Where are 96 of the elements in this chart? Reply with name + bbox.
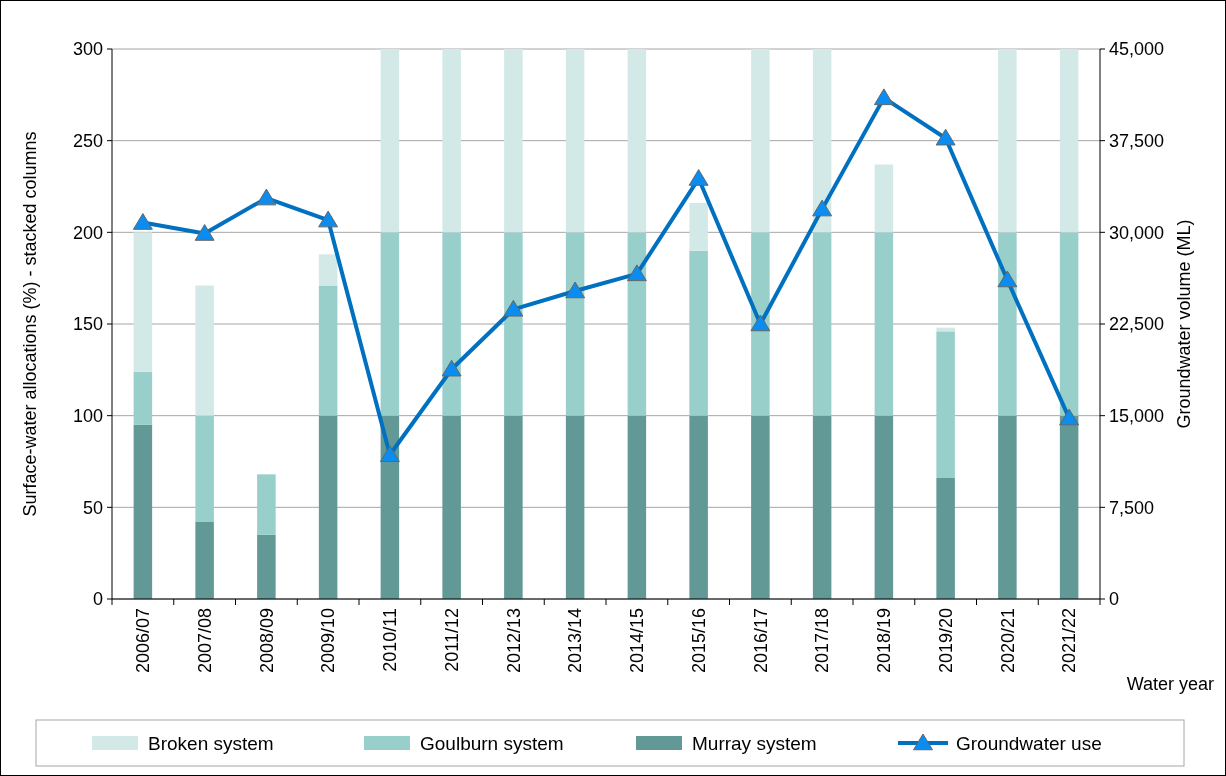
y-tick-label: 300 [72, 39, 103, 60]
bar [318, 285, 338, 416]
y-tick-label: 100 [72, 405, 103, 426]
bar [812, 232, 832, 416]
bar [998, 49, 1017, 233]
bar [504, 232, 523, 416]
bar [380, 49, 400, 233]
bar [751, 415, 770, 599]
point [873, 88, 894, 106]
point [318, 210, 339, 228]
bar [627, 49, 647, 233]
y2-tick-label: 45,000 [1109, 39, 1165, 60]
point [256, 188, 277, 206]
x-tick-label: 2016/17 [750, 608, 771, 674]
x-tick-label: 2015/16 [688, 608, 709, 674]
x-tick-label: 2006/07 [133, 608, 154, 674]
x-tick-label: 2012/13 [503, 608, 524, 674]
bar [1059, 415, 1079, 599]
x-tick-label: 2008/09 [256, 608, 277, 674]
bar [257, 474, 276, 535]
y2-tick-label: 22,500 [1109, 314, 1165, 335]
y2-tick-label: 30,000 [1109, 222, 1165, 243]
bar [442, 415, 461, 599]
bar [565, 232, 585, 416]
bar [874, 415, 894, 599]
x-axis-title: Water year [1126, 674, 1214, 694]
bar [874, 232, 894, 416]
y2-tick-label: 0 [1109, 589, 1120, 610]
y-tick-label: 0 [92, 589, 103, 610]
point [935, 128, 956, 146]
bar [318, 254, 338, 286]
y-tick-label: 200 [72, 222, 103, 243]
legend-label: Groundwater use [956, 732, 1102, 754]
bar [133, 424, 153, 599]
bar [195, 285, 214, 416]
point [132, 213, 153, 230]
bar [1059, 232, 1079, 416]
bar [565, 415, 585, 599]
x-tick-label: 2019/20 [935, 608, 956, 674]
bar [1059, 49, 1079, 233]
x-tick-label: 2018/19 [874, 608, 895, 674]
point [379, 445, 400, 463]
point [626, 264, 647, 282]
legend-label: Goulburn system [420, 732, 564, 754]
point [812, 199, 833, 217]
bar [318, 415, 338, 599]
y2-tick-label: 37,500 [1109, 130, 1165, 151]
legend-label: Murray system [692, 732, 817, 754]
y2-axis-title: Groundwater volume (ML) [1174, 219, 1194, 429]
point [688, 169, 709, 186]
bar [936, 331, 955, 478]
bar [504, 49, 523, 233]
bar [133, 232, 153, 372]
x-tick-label: 2010/11 [380, 608, 401, 672]
bar [195, 415, 214, 522]
x-tick-label: 2013/14 [565, 608, 586, 674]
x-tick-label: 2011/12 [441, 608, 462, 672]
bar [751, 49, 770, 233]
bar [442, 49, 461, 233]
bar [504, 415, 523, 599]
y-axis-title: Surface-water allocations (%) - stacked columns [20, 131, 40, 517]
bar [874, 164, 894, 233]
point [750, 314, 771, 332]
point [441, 359, 462, 377]
bar [627, 232, 647, 416]
bar [195, 522, 214, 599]
bar [133, 371, 153, 425]
y-tick-label: 250 [72, 130, 103, 151]
bar [627, 415, 647, 599]
legend-label: Broken system [148, 732, 274, 754]
x-tick-label: 2014/15 [627, 608, 648, 674]
y-tick-label: 150 [72, 314, 103, 335]
bar [565, 49, 585, 233]
x-tick-label: 2020/21 [997, 608, 1018, 674]
y2-tick-label: 7,500 [1109, 497, 1155, 518]
point [1059, 408, 1080, 426]
bar [380, 232, 400, 416]
y2-tick-label: 15,000 [1109, 405, 1165, 426]
bar [257, 534, 276, 599]
bar [689, 415, 708, 599]
x-tick-label: 2021/22 [1059, 608, 1080, 674]
bar [998, 415, 1017, 599]
x-tick-label: 2007/08 [194, 608, 215, 674]
bar [689, 250, 708, 416]
point [997, 270, 1018, 288]
bar [812, 415, 832, 599]
point [565, 281, 586, 299]
y-tick-label: 50 [82, 497, 103, 518]
point [194, 224, 215, 241]
x-tick-label: 2009/10 [318, 608, 339, 674]
bar [936, 478, 955, 599]
bar [998, 232, 1017, 416]
x-tick-label: 2017/18 [812, 608, 833, 674]
point [503, 299, 524, 317]
bar [689, 203, 708, 251]
bar [442, 232, 461, 416]
